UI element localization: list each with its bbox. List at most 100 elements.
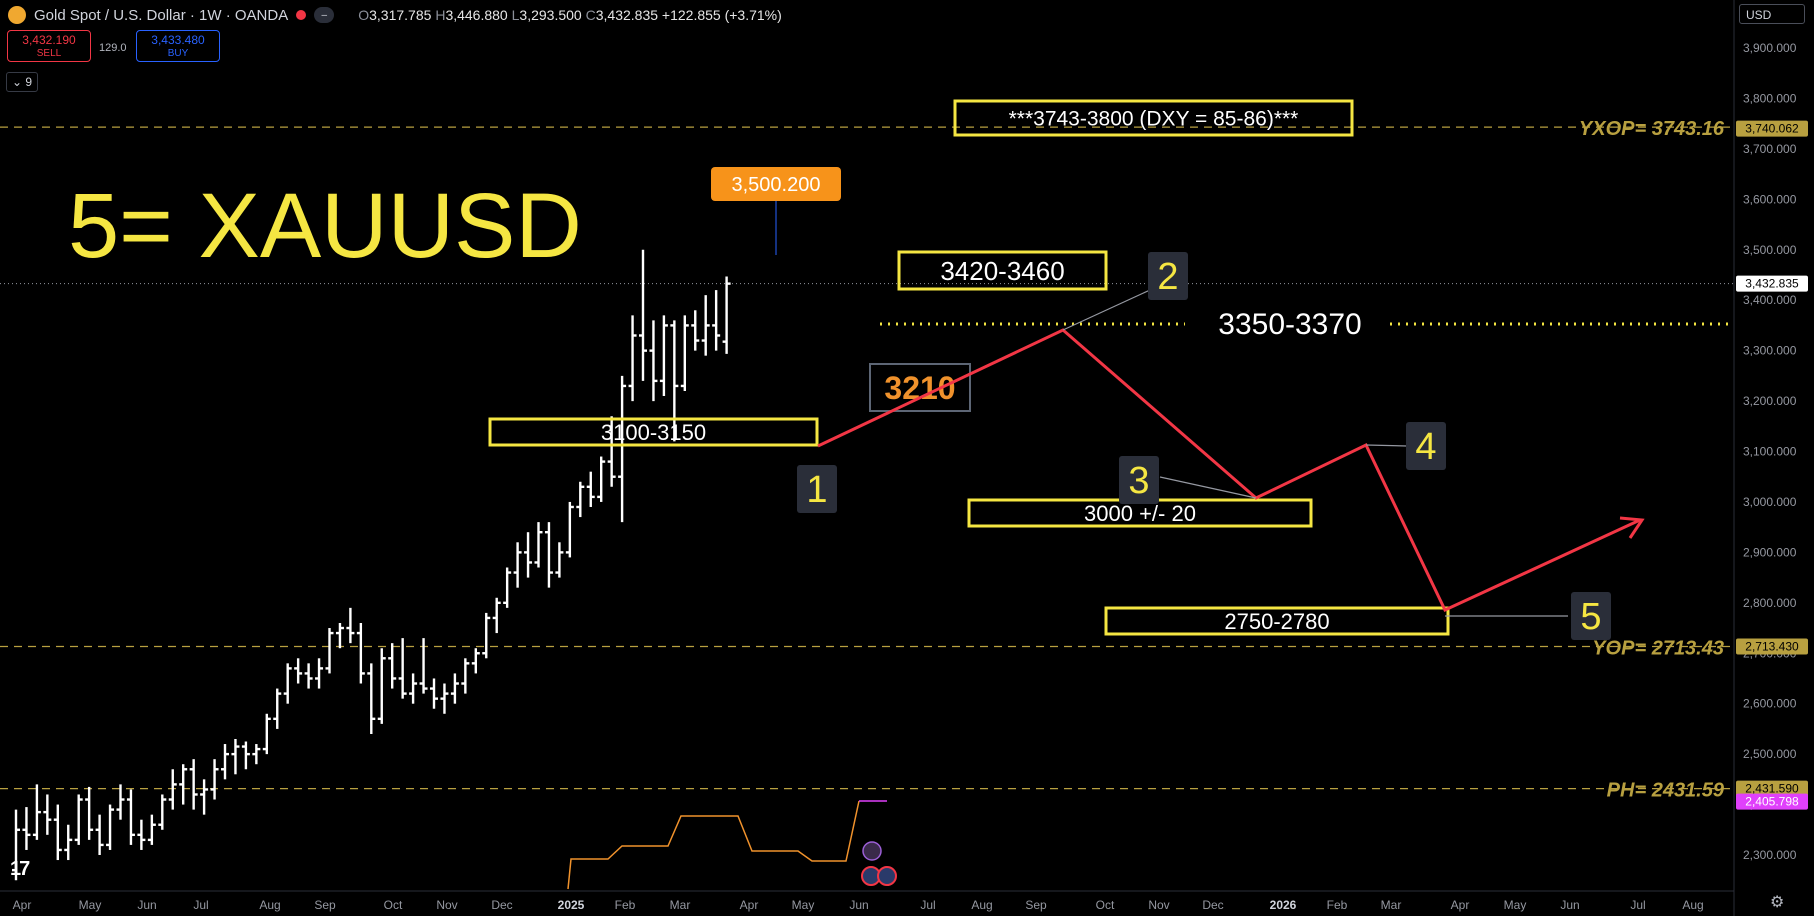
callout-label: 3210: [884, 370, 955, 406]
wave-label-box: [797, 465, 837, 513]
x-tick-label: 2026: [1270, 898, 1297, 912]
wave-connector: [1365, 444, 1408, 447]
annotation-box: [488, 417, 819, 447]
flash-event-icon: [862, 841, 882, 861]
x-tick-label: Jul: [1630, 898, 1645, 912]
x-tick-label: Nov: [436, 898, 457, 912]
ohlc-values: O3,317.785 H3,446.880 L3,293.500 C3,432.…: [358, 7, 782, 23]
sell-label: SELL: [36, 48, 62, 59]
annotation-box-label: 3420-3460: [940, 256, 1064, 286]
x-tick-label: Oct: [384, 898, 403, 912]
x-tick-label: Feb: [615, 898, 636, 912]
y-tick-label: 2,300.000: [1743, 848, 1797, 862]
y-tick-label: 2,500.000: [1743, 747, 1797, 761]
x-tick-label: May: [792, 898, 815, 912]
wave-label: 5: [1580, 596, 1601, 638]
symbol-title[interactable]: Gold Spot / U.S. Dollar · 1W · OANDA: [34, 6, 289, 24]
x-tick-label: May: [79, 898, 102, 912]
x-tick-label: 2025: [558, 898, 585, 912]
x-tick-label: Oct: [1096, 898, 1115, 912]
us-flag-event-icon: [877, 866, 897, 886]
sell-price: 3,432.190: [22, 33, 76, 47]
projection-arrowhead: [1619, 516, 1645, 539]
wave-label: 3: [1128, 460, 1149, 502]
price-axis-tag: [1736, 638, 1808, 655]
x-tick-label: May: [1504, 898, 1527, 912]
hide-legend-icon[interactable]: –: [314, 7, 335, 23]
annotation-box-label: 2750-2780: [1224, 609, 1329, 634]
price-axis-tag-label: 2,431.590: [1745, 782, 1799, 796]
zone-label: 3350-3370: [1218, 308, 1361, 341]
y-tick-label: 2,800.000: [1743, 596, 1797, 610]
wave-connector: [1159, 476, 1257, 499]
x-tick-label: Apr: [740, 898, 759, 912]
level-label: YOP= 2713.43: [1592, 637, 1724, 659]
x-tick-label: Dec: [491, 898, 512, 912]
y-tick-label: 3,100.000: [1743, 445, 1797, 459]
wave-connector: [1062, 289, 1151, 331]
y-tick-label: 3,200.000: [1743, 394, 1797, 408]
x-tick-label: Jun: [1560, 898, 1579, 912]
level-label: PH= 2431.59: [1607, 780, 1725, 802]
wave-label: 2: [1157, 256, 1178, 298]
x-tick-label: Aug: [259, 898, 280, 912]
tradingview-logo[interactable]: 17: [10, 858, 30, 880]
wave-label-box: [1148, 252, 1188, 300]
price-axis-tag: [1736, 275, 1808, 292]
x-tick-label: Dec: [1202, 898, 1223, 912]
projection-path: [817, 328, 1641, 612]
level-label: YXOP= 3743.16: [1579, 118, 1725, 140]
x-tick-label: Aug: [971, 898, 992, 912]
annotation-box: [897, 250, 1108, 291]
y-tick-label: 3,700.000: [1743, 142, 1797, 156]
price-axis-tag: [1736, 793, 1808, 810]
wave-label-box: [1406, 422, 1446, 470]
gold-symbol-icon: [8, 6, 26, 24]
sell-button[interactable]: 3,432.190 SELL: [7, 30, 91, 62]
callout-box: [869, 363, 971, 412]
x-tick-label: Mar: [1381, 898, 1402, 912]
change-value: +122.855 (+3.71%): [661, 7, 782, 23]
y-tick-label: 3,800.000: [1743, 91, 1797, 105]
currency-select[interactable]: USD: [1739, 4, 1805, 24]
x-tick-label: Aug: [1682, 898, 1703, 912]
y-tick-label: 2,900.000: [1743, 545, 1797, 559]
x-tick-label: Nov: [1148, 898, 1169, 912]
annotation-box: [953, 99, 1354, 137]
wave-label: 4: [1415, 426, 1436, 468]
spread-value: 129.0: [99, 42, 127, 54]
wave-label: 1: [806, 469, 827, 511]
wave-label-box: [1571, 592, 1611, 640]
indicator-line: [567, 800, 860, 890]
x-tick-label: Jul: [920, 898, 935, 912]
buy-button[interactable]: 3,433.480 BUY: [136, 30, 220, 62]
price-axis-tag: [1736, 120, 1808, 137]
buy-label: BUY: [167, 48, 189, 59]
x-tick-label: Sep: [314, 898, 336, 912]
price-axis-tag-label: 2,713.430: [1745, 639, 1799, 653]
annotation-box-label: 3100-3150: [601, 420, 706, 445]
x-tick-label: Jun: [849, 898, 868, 912]
annotation-box-label: 3000 +/- 20: [1084, 501, 1196, 526]
y-tick-label: 3,400.000: [1743, 293, 1797, 307]
high-badge: [711, 167, 841, 201]
y-tick-label: 3,300.000: [1743, 344, 1797, 358]
y-tick-label: 2,600.000: [1743, 697, 1797, 711]
indicators-toggle[interactable]: ⌄ 9: [6, 72, 38, 92]
chart-title: 5= XAUUSD: [68, 175, 582, 277]
annotation-box: [1104, 606, 1450, 636]
x-tick-label: Feb: [1327, 898, 1348, 912]
y-tick-label: 3,900.000: [1743, 41, 1797, 55]
symbol-header: Gold Spot / U.S. Dollar · 1W · OANDA – O…: [8, 4, 782, 26]
wave-label-box: [1119, 456, 1159, 504]
x-tick-label: Jul: [193, 898, 208, 912]
high-badge-label: 3,500.200: [732, 174, 821, 196]
x-tick-label: Sep: [1025, 898, 1047, 912]
y-tick-label: 3,000.000: [1743, 495, 1797, 509]
settings-gear-icon[interactable]: ⚙: [1770, 894, 1785, 911]
price-axis-tag-label: 2,405.798: [1745, 795, 1799, 809]
buy-price: 3,433.480: [151, 33, 205, 47]
x-tick-label: Apr: [1451, 898, 1470, 912]
annotation-box-label: ***3743-3800 (DXY = 85-86)***: [1009, 108, 1299, 131]
